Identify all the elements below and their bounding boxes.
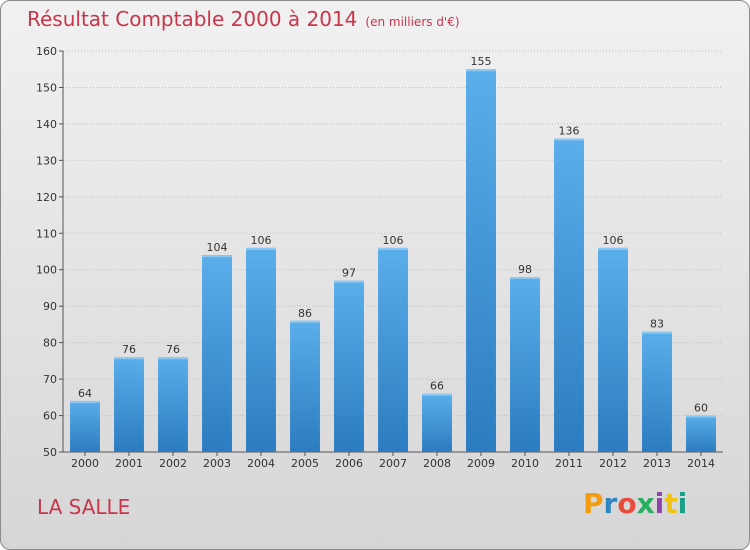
bar-highlight (114, 357, 144, 360)
axes: 50 60 70 80 90 100 110 120 130 140 150 160 2000 2001 2… (36, 45, 723, 470)
bar (466, 69, 496, 453)
data-label: 104 (207, 241, 228, 254)
y-tick-label: 90 (43, 300, 57, 313)
chart-title-text: Résultat Comptable 2000 à 2014 (27, 7, 358, 31)
bar-highlight (70, 400, 100, 403)
bar (334, 280, 364, 452)
bar (554, 138, 584, 452)
bar-highlight (554, 138, 584, 141)
data-label: 76 (122, 343, 136, 356)
bar-highlight (202, 255, 232, 258)
y-tick-label: 110 (36, 227, 57, 240)
y-tick-label: 160 (36, 45, 57, 58)
data-label: 98 (518, 263, 532, 276)
data-label: 106 (251, 234, 272, 247)
data-label: 136 (559, 124, 580, 137)
x-tick-label: 2001 (115, 457, 143, 470)
bar-highlight (290, 320, 320, 323)
bar (642, 331, 672, 452)
bar-highlight (598, 247, 628, 250)
x-tick-label: 2007 (379, 457, 407, 470)
proxiti-logo: Proxiti (583, 487, 687, 520)
bar (510, 277, 540, 452)
x-tick-label: 2011 (555, 457, 583, 470)
y-tick-label: 140 (36, 118, 57, 131)
x-tick-label: 2003 (203, 457, 231, 470)
bar-highlight (246, 247, 276, 250)
logo-letter: i (677, 487, 688, 520)
bar-highlight (378, 247, 408, 250)
x-tick-label: 2013 (643, 457, 671, 470)
bar (422, 393, 452, 452)
logo-letter: x (636, 487, 655, 520)
logo-letter: i (654, 487, 665, 520)
data-label: 86 (298, 307, 312, 320)
y-tick-label: 80 (43, 337, 57, 350)
data-label: 64 (78, 387, 92, 400)
bar (114, 357, 144, 452)
y-tick-label: 120 (36, 191, 57, 204)
data-label: 97 (342, 267, 356, 280)
x-tick-label: 2006 (335, 457, 363, 470)
logo-letter: o (617, 487, 637, 520)
x-tick-label: 2002 (159, 457, 187, 470)
bar-highlight (422, 393, 452, 396)
bar-highlight (642, 331, 672, 334)
data-label: 60 (694, 402, 708, 415)
bar-highlight (466, 69, 496, 72)
bar (378, 247, 408, 452)
bar (70, 400, 100, 452)
chart-subtitle: (en milliers d'€) (365, 15, 460, 29)
bars (70, 69, 716, 453)
bar (158, 357, 188, 452)
y-tick-label: 50 (43, 446, 57, 459)
bar (686, 415, 716, 452)
bar (290, 320, 320, 452)
x-tick-label: 2009 (467, 457, 495, 470)
x-tick-label: 2008 (423, 457, 451, 470)
x-tick-label: 2000 (71, 457, 99, 470)
y-tick-label: 100 (36, 264, 57, 277)
x-tick-label: 2014 (687, 457, 715, 470)
logo-letter: P (583, 487, 604, 520)
x-tick-label: 2010 (511, 457, 539, 470)
x-tick-label: 2005 (291, 457, 319, 470)
data-label: 76 (166, 343, 180, 356)
commune-name: LA SALLE (37, 495, 131, 519)
bar-highlight (334, 280, 364, 283)
y-tick-label: 130 (36, 154, 57, 167)
data-label: 66 (430, 380, 444, 393)
y-tick-label: 70 (43, 373, 57, 386)
data-label: 106 (603, 234, 624, 247)
chart-title: Résultat Comptable 2000 à 2014 (en millie… (27, 7, 460, 31)
logo-letter: r (603, 487, 618, 520)
y-tick-label: 60 (43, 410, 57, 423)
x-tick-label: 2012 (599, 457, 627, 470)
data-label: 83 (650, 318, 664, 331)
bar (598, 247, 628, 452)
y-tick-label: 150 (36, 81, 57, 94)
bar-highlight (158, 357, 188, 360)
x-tick-label: 2004 (247, 457, 275, 470)
bar-highlight (510, 277, 540, 280)
data-labels: 64 76 76 104 106 86 97 106 66 155 98 136 106 83 60 (78, 55, 708, 414)
logo-letter: t (664, 487, 678, 520)
bar-highlight (686, 415, 716, 418)
data-label: 106 (383, 234, 404, 247)
bar (202, 255, 232, 452)
data-label: 155 (471, 55, 492, 68)
bar (246, 247, 276, 452)
